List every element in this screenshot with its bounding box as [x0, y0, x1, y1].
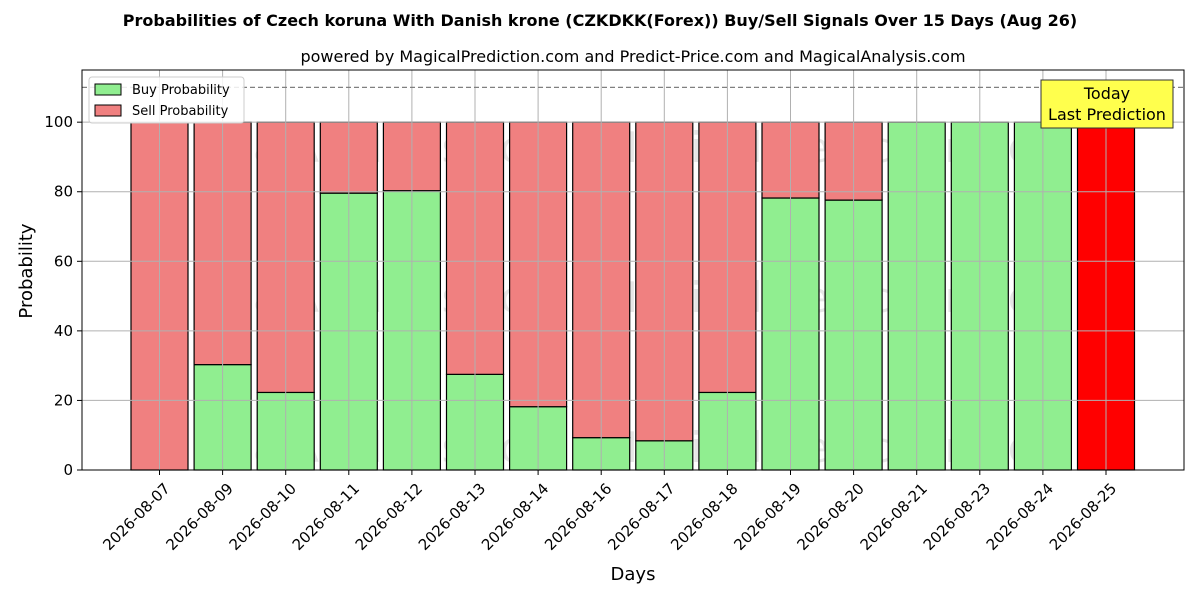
y-tick-label: 0: [63, 461, 73, 479]
x-tick-label: 2026-08-25: [1046, 480, 1120, 554]
legend-label: Sell Probability: [132, 104, 229, 119]
plot-frame: [81, 69, 1185, 471]
grid: [82, 70, 1184, 471]
legend-swatch: [94, 104, 122, 117]
y-tick-label: 40: [54, 322, 73, 340]
y-tick-label: 80: [54, 183, 73, 201]
y-tick-label: 60: [54, 252, 73, 270]
y-tick-label: 20: [54, 391, 73, 409]
x-tick-label: 2026-08-23: [920, 480, 994, 554]
x-tick-label: 2026-08-17: [604, 480, 678, 554]
x-tick-label: 2026-08-24: [983, 480, 1057, 554]
annotation: Today Last Prediction: [1040, 79, 1174, 129]
x-tick-label: 2026-08-19: [730, 480, 804, 554]
x-tick-label: 2026-08-09: [162, 480, 236, 554]
legend-swatch: [94, 83, 122, 96]
x-tick-label: 2026-08-12: [352, 480, 426, 554]
x-tick-label: 2026-08-11: [289, 480, 363, 554]
chart-title: Probabilities of Czech koruna With Danis…: [123, 11, 1077, 30]
x-tick-label: 2026-08-14: [478, 480, 552, 554]
x-tick-label: 2026-08-13: [415, 480, 489, 554]
legend: Buy Probability Sell Probability: [88, 76, 245, 124]
annotation-text: Today: [1083, 84, 1130, 103]
x-tick-label: 2026-08-21: [857, 480, 931, 554]
annotation-text: Last Prediction: [1048, 105, 1166, 124]
y-tick-label: 100: [44, 113, 73, 131]
legend-label: Buy Probability: [132, 83, 230, 98]
x-tick-label: 2026-08-16: [541, 480, 615, 554]
annotation-box: [1040, 79, 1174, 129]
legend-box: [88, 76, 245, 124]
chart-subtitle: powered by MagicalPrediction.com and Pre…: [300, 47, 965, 66]
x-tick-label: 2026-08-20: [793, 480, 867, 554]
x-axis-label: Days: [611, 564, 656, 585]
x-tick-label: 2026-08-07: [99, 480, 173, 554]
x-tick-label: 2026-08-10: [226, 480, 300, 554]
x-tick-label: 2026-08-18: [667, 480, 741, 554]
y-axis-label: Probability: [16, 223, 37, 318]
